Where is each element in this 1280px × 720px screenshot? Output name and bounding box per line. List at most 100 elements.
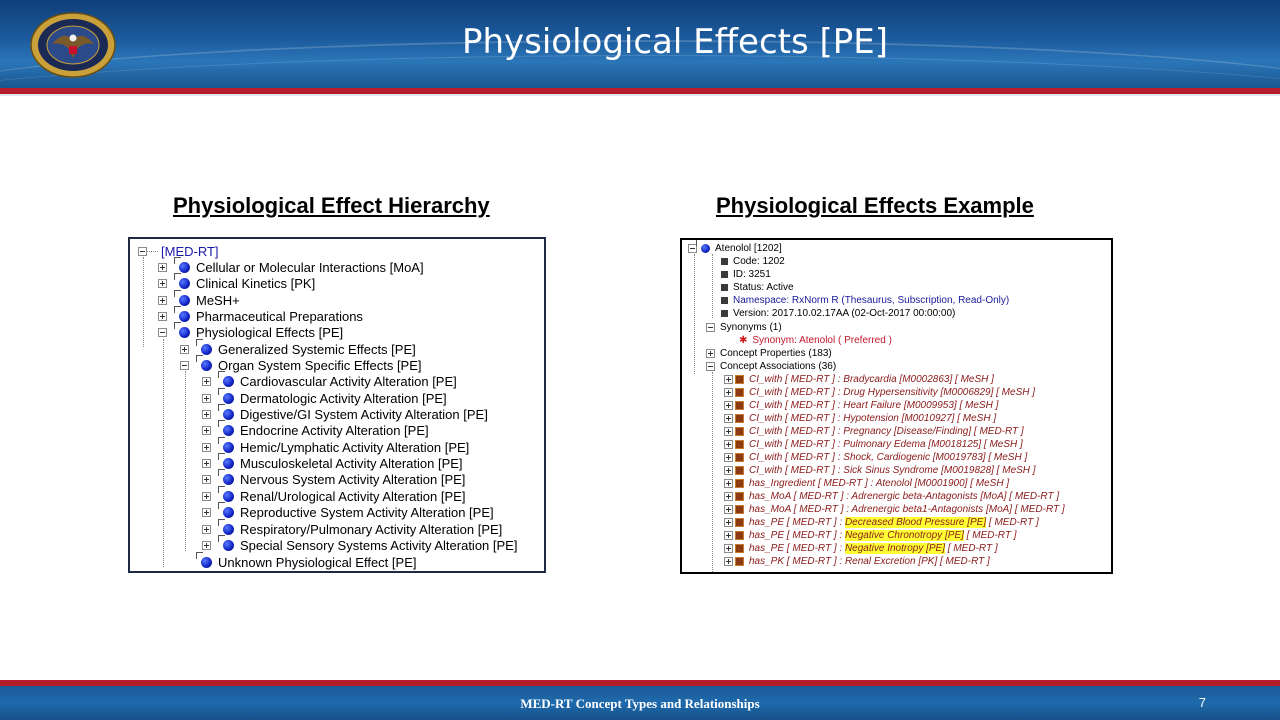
tree-node-organ-child[interactable]: Musculoskeletal Activity Alteration [PE]: [202, 456, 463, 471]
concept-ball-icon: [223, 409, 234, 420]
association-icon: [735, 544, 744, 553]
expand-toggle[interactable]: [724, 531, 733, 540]
association-label: has_PE [ MED-RT ] : Decreased Blood Pres…: [749, 517, 1039, 528]
association-row[interactable]: CI_with [ MED-RT ] : Pulmonary Edema [M0…: [724, 439, 1023, 450]
tree-node-concept-properties[interactable]: Concept Properties (183): [706, 348, 832, 359]
expand-toggle[interactable]: [724, 492, 733, 501]
tree-node-organ-child[interactable]: Respiratory/Pulmonary Activity Alteratio…: [202, 522, 502, 537]
association-row-highlighted[interactable]: has_PE [ MED-RT ] : Decreased Blood Pres…: [724, 517, 1039, 528]
association-row[interactable]: has_PK [ MED-RT ] : Renal Excretion [PK]…: [724, 556, 990, 567]
association-row[interactable]: has_MoA [ MED-RT ] : Adrenergic beta1-An…: [724, 504, 1065, 515]
expand-toggle[interactable]: [202, 525, 211, 534]
expand-toggle[interactable]: [724, 440, 733, 449]
association-row[interactable]: CI_with [ MED-RT ] : Heart Failure [M000…: [724, 400, 998, 411]
association-highlight: Negative Chronotropy [PE]: [844, 530, 964, 541]
expand-toggle[interactable]: [202, 459, 211, 468]
association-row[interactable]: CI_with [ MED-RT ] : Shock, Cardiogenic …: [724, 452, 1027, 463]
tree-node-organ-child[interactable]: Endocrine Activity Alteration [PE]: [202, 423, 429, 438]
property-icon: [721, 284, 728, 291]
expand-toggle[interactable]: [724, 427, 733, 436]
tree-node-generalized[interactable]: Generalized Systemic Effects [PE]: [180, 342, 416, 357]
property-row[interactable]: Status: Active: [718, 282, 794, 293]
expand-toggle[interactable]: [706, 349, 715, 358]
tree-node-pk[interactable]: Clinical Kinetics [PK]: [158, 276, 315, 291]
association-label: has_MoA [ MED-RT ] : Adrenergic beta1-An…: [749, 504, 1065, 515]
association-prefix: has_PE [ MED-RT ] :: [749, 530, 845, 541]
expand-toggle[interactable]: [202, 377, 211, 386]
tree-node-organ-child[interactable]: Renal/Urological Activity Alteration [PE…: [202, 489, 465, 504]
expand-toggle[interactable]: [724, 388, 733, 397]
expand-toggle[interactable]: [724, 505, 733, 514]
property-row[interactable]: Namespace: RxNorm R (Thesaurus, Subscrip…: [718, 295, 1009, 306]
synonym-row[interactable]: ✱ Synonym: Atenolol ( Preferred ): [736, 335, 892, 346]
tree-node-organ-child[interactable]: Reproductive System Activity Alteration …: [202, 505, 494, 520]
property-row[interactable]: Code: 1202: [718, 256, 785, 267]
collapse-toggle[interactable]: [138, 247, 147, 256]
expand-toggle[interactable]: [158, 279, 167, 288]
expand-toggle[interactable]: [724, 518, 733, 527]
expand-toggle[interactable]: [202, 541, 211, 550]
expand-toggle[interactable]: [158, 312, 167, 321]
tree-node-organ-child[interactable]: Dermatologic Activity Alteration [PE]: [202, 391, 447, 406]
association-row[interactable]: has_MoA [ MED-RT ] : Adrenergic beta-Ant…: [724, 491, 1059, 502]
collapse-toggle[interactable]: [180, 361, 189, 370]
tree-node-organ-child[interactable]: Nervous System Activity Alteration [PE]: [202, 472, 465, 487]
property-row[interactable]: Version: 2017.10.02.17AA (02-Oct-2017 00…: [718, 308, 955, 319]
expand-toggle[interactable]: [724, 414, 733, 423]
expand-toggle[interactable]: [724, 479, 733, 488]
tree-node-organ-child[interactable]: Cardiovascular Activity Alteration [PE]: [202, 374, 457, 389]
tree-node-label: Respiratory/Pulmonary Activity Alteratio…: [240, 522, 503, 537]
expand-toggle[interactable]: [202, 426, 211, 435]
footer-title: MED-RT Concept Types and Relationships: [520, 696, 760, 711]
collapse-toggle[interactable]: [688, 244, 697, 253]
association-icon: [735, 557, 744, 566]
association-row[interactable]: has_Ingredient [ MED-RT ] : Atenolol [M0…: [724, 478, 1009, 489]
tree-node-synonyms[interactable]: Synonyms (1): [706, 322, 782, 333]
tree-node-atenolol[interactable]: Atenolol [1202]: [688, 243, 782, 254]
association-row[interactable]: CI_with [ MED-RT ] : Drug Hypersensitivi…: [724, 387, 1035, 398]
expand-toggle[interactable]: [202, 394, 211, 403]
tree-node-unknown[interactable]: Unknown Physiological Effect [PE]: [180, 555, 416, 570]
association-row[interactable]: CI_with [ MED-RT ] : Pregnancy [Disease/…: [724, 426, 1024, 437]
tree-node-pharm[interactable]: Pharmaceutical Preparations: [158, 309, 363, 324]
expand-toggle[interactable]: [724, 453, 733, 462]
collapse-toggle[interactable]: [706, 362, 715, 371]
collapse-toggle[interactable]: [158, 328, 167, 337]
tree-node-concept-associations[interactable]: Concept Associations (36): [706, 361, 836, 372]
tree-node-organ-child[interactable]: Hemic/Lymphatic Activity Alteration [PE]: [202, 440, 469, 455]
expand-toggle[interactable]: [724, 544, 733, 553]
expand-toggle[interactable]: [202, 443, 211, 452]
association-row-highlighted[interactable]: has_PE [ MED-RT ] : Negative Inotropy [P…: [724, 543, 998, 554]
association-row-highlighted[interactable]: has_PE [ MED-RT ] : Negative Chronotropy…: [724, 530, 1017, 541]
expand-toggle[interactable]: [202, 508, 211, 517]
expand-toggle[interactable]: [724, 557, 733, 566]
expand-toggle[interactable]: [158, 263, 167, 272]
tree-node-mesh[interactable]: MeSH+: [158, 293, 240, 308]
tree-node-label: Clinical Kinetics [PK]: [196, 276, 316, 291]
collapse-toggle[interactable]: [706, 323, 715, 332]
concept-ball-icon: [223, 442, 234, 453]
association-row[interactable]: CI_with [ MED-RT ] : Bradycardia [M00028…: [724, 374, 994, 385]
tree-node-organ-child[interactable]: Special Sensory Systems Activity Alterat…: [202, 538, 517, 553]
tree-node-root[interactable]: [MED-RT]: [138, 244, 219, 259]
expand-toggle[interactable]: [180, 345, 189, 354]
tree-node-organ[interactable]: Organ System Specific Effects [PE]: [180, 358, 422, 373]
association-row[interactable]: CI_with [ MED-RT ] : Hypotension [M00109…: [724, 413, 996, 424]
association-label: has_PE [ MED-RT ] : Negative Chronotropy…: [749, 530, 1017, 541]
expand-toggle[interactable]: [724, 401, 733, 410]
expand-toggle[interactable]: [202, 475, 211, 484]
expand-toggle[interactable]: [724, 375, 733, 384]
expand-toggle[interactable]: [158, 296, 167, 305]
property-label: ID: 3251: [733, 269, 771, 280]
tree-node-moa[interactable]: Cellular or Molecular Interactions [MoA]: [158, 260, 424, 275]
association-row[interactable]: CI_with [ MED-RT ] : Sick Sinus Syndrome…: [724, 465, 1036, 476]
tree-node-organ-child[interactable]: Digestive/GI System Activity Alteration …: [202, 407, 488, 422]
association-label: CI_with [ MED-RT ] : Drug Hypersensitivi…: [749, 387, 1036, 398]
expand-toggle[interactable]: [724, 466, 733, 475]
tree-node-pe[interactable]: Physiological Effects [PE]: [158, 325, 343, 340]
expand-toggle[interactable]: [202, 492, 211, 501]
property-row[interactable]: ID: 3251: [718, 269, 771, 280]
association-icon: [735, 531, 744, 540]
expand-toggle[interactable]: [202, 410, 211, 419]
concept-ball-icon: [179, 327, 190, 338]
